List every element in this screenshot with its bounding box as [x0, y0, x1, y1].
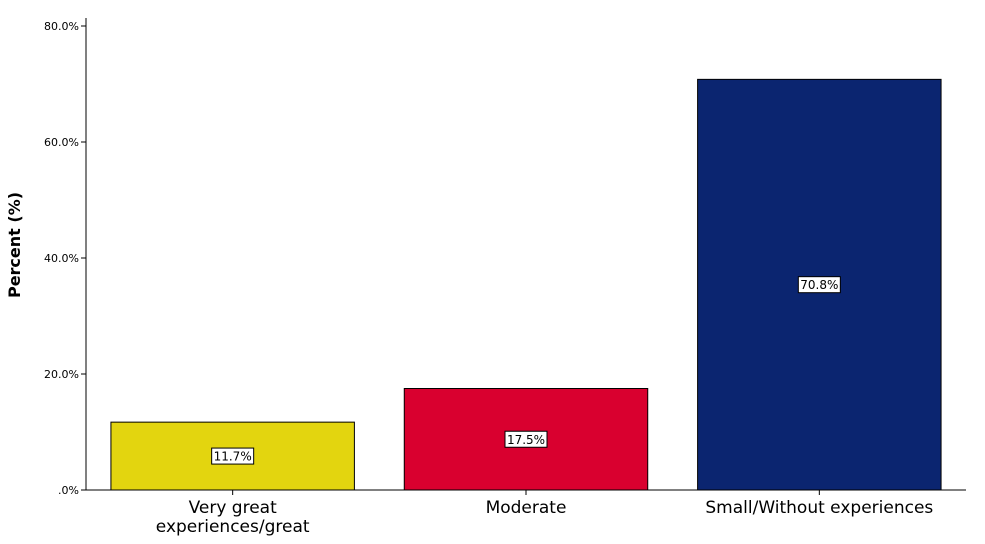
data-label-box — [504, 430, 548, 448]
x-tick-label: Moderate — [486, 498, 567, 518]
y-axis-title: Percent (%) — [5, 192, 24, 298]
data-label: 17.5% — [507, 433, 545, 447]
data-label-box — [211, 447, 255, 465]
data-label: 70.8% — [800, 278, 838, 292]
bars-group: 11.7% 17.5% 70.8% — [110, 78, 942, 491]
x-tick-label: Very great — [189, 498, 278, 518]
x-tick-label: Small/Without experiences — [705, 498, 933, 518]
y-axis: .0% 20.0% 40.0% 60.0% 80.0% — [44, 20, 86, 497]
data-label-box — [797, 276, 841, 294]
y-tick-label: .0% — [58, 484, 79, 497]
data-label: 11.7% — [214, 450, 252, 464]
x-tick-label: experiences/great — [156, 517, 310, 537]
y-tick-label: 60.0% — [44, 136, 79, 149]
y-tick-label: 20.0% — [44, 368, 79, 381]
y-tick-label: 80.0% — [44, 20, 79, 33]
y-tick-label: 40.0% — [44, 252, 79, 265]
